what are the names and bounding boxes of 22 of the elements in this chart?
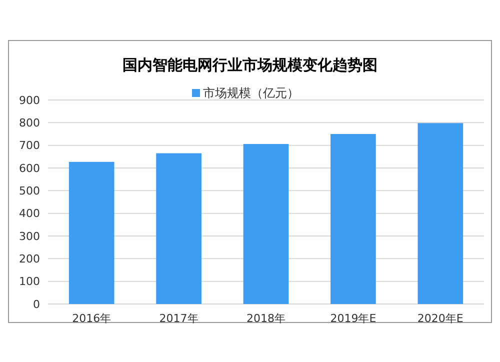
bar — [418, 123, 464, 304]
x-tick-label: 2018年 — [246, 312, 286, 325]
bar — [156, 153, 202, 304]
y-tick-label: 700 — [19, 139, 40, 152]
x-tick-label: 2019年E — [330, 312, 376, 325]
chart-title: 国内智能电网行业市场规模变化趋势图 — [122, 56, 378, 74]
x-tick-label: 2020年E — [417, 312, 464, 325]
y-tick-label: 300 — [19, 230, 40, 243]
x-tick-label: 2016年 — [72, 312, 112, 325]
y-tick-label: 100 — [19, 275, 40, 288]
bar — [243, 144, 289, 304]
y-tick-label: 600 — [19, 162, 40, 175]
y-tick-label: 200 — [19, 252, 40, 266]
bar — [68, 162, 114, 304]
legend-label: 市场规模（亿元） — [203, 86, 299, 100]
y-tick-label: 900 — [19, 94, 40, 107]
bar — [330, 134, 376, 304]
y-tick-label: 0 — [33, 298, 40, 311]
y-tick-label: 500 — [19, 184, 40, 198]
y-tick-label: 400 — [19, 207, 40, 220]
x-tick-label: 2017年 — [159, 312, 198, 325]
y-tick-label: 800 — [19, 116, 40, 130]
